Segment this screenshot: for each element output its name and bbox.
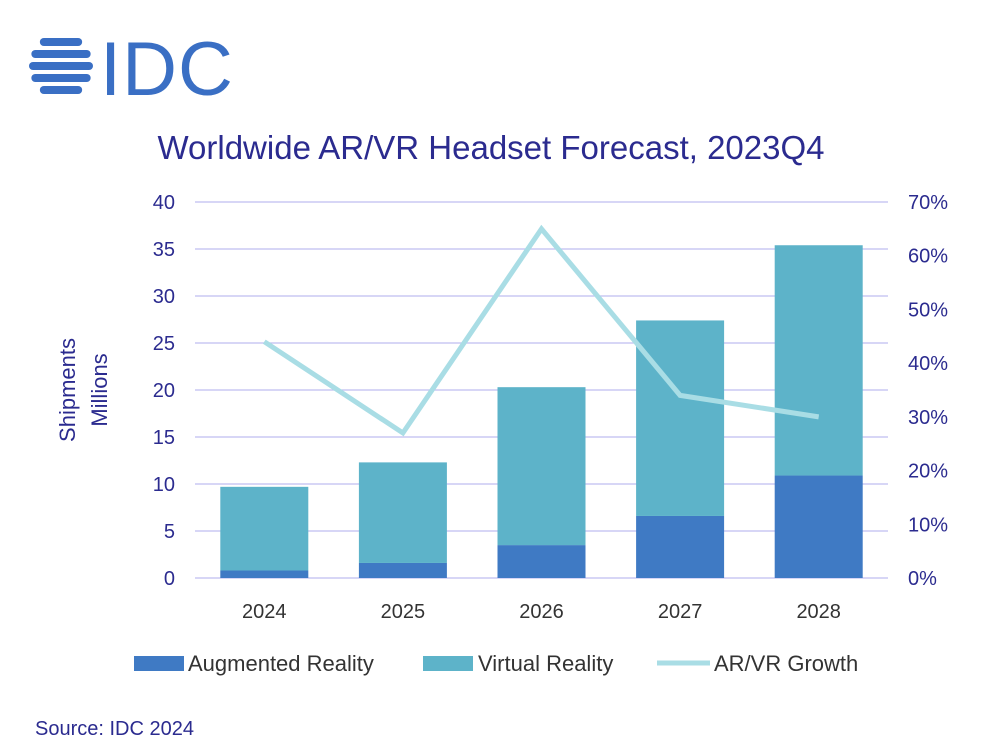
- legend-label-vr: Virtual Reality: [478, 651, 613, 676]
- legend-item-ar: Augmented Reality: [134, 651, 374, 676]
- bar-ar-2026: [497, 545, 586, 578]
- y-axis-title: Shipments Millions: [55, 338, 112, 442]
- globe-stripe-1: [31, 50, 91, 58]
- globe-stripe-0: [39, 38, 83, 46]
- y2-tick-label-5: 50%: [908, 299, 948, 321]
- y-tick-label-2: 10: [153, 474, 175, 496]
- y2-axis-ticks: 0% 10% 20% 30% 40% 50% 60% 70%: [908, 192, 948, 590]
- y2-tick-label-7: 70%: [908, 192, 948, 214]
- x-tick-label-2: 2026: [519, 601, 564, 623]
- bar-ar-2028: [774, 475, 863, 578]
- idc-logo: IDC: [29, 27, 234, 112]
- y2-tick-label-2: 20%: [908, 461, 948, 483]
- bar-vr-2025: [358, 462, 447, 563]
- y2-tick-label-3: 30%: [908, 407, 948, 429]
- x-tick-label-4: 2028: [796, 601, 841, 623]
- legend-label-growth: AR/VR Growth: [714, 651, 858, 676]
- globe-stripe-3: [31, 74, 91, 82]
- chart-title: Worldwide AR/VR Headset Forecast, 2023Q4: [157, 129, 824, 166]
- x-tick-label-1: 2025: [381, 601, 426, 623]
- y-tick-label-0: 0: [164, 568, 175, 590]
- bar-vr-2027: [636, 320, 725, 516]
- y-tick-label-4: 20: [153, 380, 175, 402]
- legend-item-growth: AR/VR Growth: [657, 651, 858, 676]
- y-axis-title-line1: Shipments: [55, 338, 80, 442]
- bar-vr-2024: [220, 486, 309, 571]
- y-tick-label-1: 5: [164, 521, 175, 543]
- source-note: Source: IDC 2024: [35, 718, 194, 740]
- logo-text: IDC: [100, 27, 234, 112]
- y2-tick-label-0: 0%: [908, 568, 937, 590]
- bar-vr-2028: [774, 245, 863, 476]
- globe-icon: [29, 38, 93, 94]
- bar-vr-2026: [497, 387, 586, 546]
- y2-tick-label-6: 60%: [908, 246, 948, 268]
- legend-label-ar: Augmented Reality: [188, 651, 374, 676]
- x-axis-ticks: 2024 2025 2026 2027 2028: [242, 601, 841, 623]
- growth-line: [262, 224, 820, 437]
- y-tick-label-7: 35: [153, 239, 175, 261]
- legend: Augmented Reality Virtual Reality AR/VR …: [134, 651, 858, 676]
- x-tick-label-0: 2024: [242, 601, 287, 623]
- bar-ar-2027: [636, 515, 725, 578]
- y-tick-label-3: 15: [153, 427, 175, 449]
- y-axis-title-line2: Millions: [87, 353, 112, 426]
- globe-stripe-2: [29, 62, 93, 70]
- y-tick-label-6: 30: [153, 286, 175, 308]
- legend-swatch-vr: [423, 656, 473, 671]
- y2-tick-label-1: 10%: [908, 514, 948, 536]
- y-tick-label-5: 25: [153, 333, 175, 355]
- bar-ar-2025: [358, 562, 447, 578]
- x-tick-label-3: 2027: [658, 601, 703, 623]
- legend-item-vr: Virtual Reality: [423, 651, 613, 676]
- bars: [220, 245, 863, 578]
- y2-tick-label-4: 40%: [908, 353, 948, 375]
- y-axis-ticks: 0 5 10 15 20 25 30 35 40: [153, 192, 175, 590]
- bar-ar-2024: [220, 570, 309, 578]
- globe-stripe-4: [39, 86, 83, 94]
- y-tick-label-8: 40: [153, 192, 175, 214]
- legend-swatch-ar: [134, 656, 184, 671]
